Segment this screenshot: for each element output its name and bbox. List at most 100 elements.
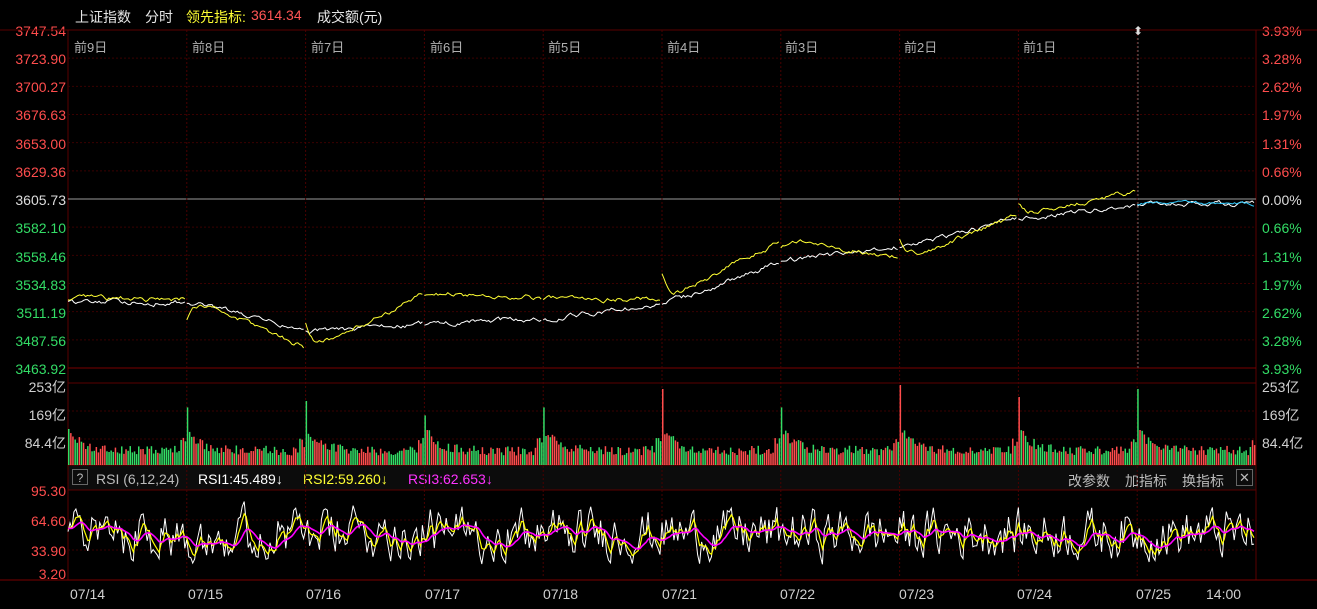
volume-bar — [927, 450, 929, 465]
volume-bar — [286, 454, 288, 465]
period-mode[interactable]: 分时 — [145, 9, 173, 25]
volume-bar — [517, 446, 520, 465]
change-params-button[interactable]: 改参数 — [1068, 473, 1110, 489]
volume-bar — [647, 449, 649, 465]
volume-bar — [920, 444, 923, 465]
volume-bar — [1060, 451, 1063, 465]
volume-tick: 169亿 — [1262, 407, 1300, 423]
volume-bar — [384, 451, 386, 465]
volume-bar — [1156, 445, 1158, 465]
volume-bar — [734, 453, 736, 465]
volume-bar — [114, 447, 117, 465]
volume-bar — [205, 443, 208, 465]
rsi-title[interactable]: RSI (6,12,24) — [96, 471, 180, 487]
volume-bar — [952, 447, 955, 465]
volume-bar — [933, 451, 935, 465]
volume-bar — [935, 453, 938, 465]
leading-line — [186, 304, 305, 349]
volume-bar — [918, 442, 921, 465]
volume-bar — [242, 448, 244, 465]
volume-bar — [1203, 450, 1205, 465]
volume-bar — [1122, 451, 1124, 465]
volume-bar — [152, 453, 155, 465]
volume-bar — [1071, 453, 1073, 465]
volume-bar — [715, 450, 717, 465]
pct-tick: 2.62% — [1262, 305, 1302, 321]
volume-bar — [579, 444, 581, 465]
volume-bar — [165, 447, 168, 465]
volume-bar — [1147, 437, 1150, 465]
volume-bar — [861, 447, 863, 465]
volume-tick: 84.4亿 — [24, 435, 66, 451]
help-button[interactable]: ? — [72, 469, 88, 485]
volume-bar — [447, 443, 450, 465]
day-label: 前4日 — [667, 40, 701, 55]
index-name[interactable]: 上证指数 — [75, 9, 131, 25]
day-label: 前5日 — [548, 40, 582, 55]
volume-bar — [445, 450, 448, 465]
price-tick: 3676.63 — [15, 107, 66, 123]
volume-bar — [1243, 451, 1245, 465]
volume-bar — [1020, 430, 1022, 465]
volume-bar — [1239, 446, 1241, 465]
volume-bar — [1058, 450, 1061, 465]
volume-bar — [471, 450, 473, 465]
rsi-lines — [67, 501, 1255, 565]
volume-bar — [295, 448, 297, 465]
volume-bar — [131, 452, 134, 465]
volume-bar — [1041, 444, 1044, 465]
volume-bar — [776, 443, 779, 465]
volume-bar — [876, 449, 878, 465]
volume-bar — [1130, 441, 1133, 465]
date-label: 07/24 — [1017, 586, 1053, 602]
close-icon[interactable]: ✕ — [1236, 469, 1253, 486]
volume-bar — [375, 452, 378, 465]
volume-bar — [1247, 455, 1249, 465]
rsi1-line — [67, 501, 1255, 565]
volume-bar — [101, 445, 104, 465]
volume-bar — [97, 452, 100, 465]
volume-bar — [464, 454, 467, 465]
volume-bar — [297, 452, 299, 465]
volume-bar — [1026, 442, 1029, 465]
volume-bar — [1105, 450, 1107, 465]
volume-bar — [642, 446, 645, 465]
volume-bar — [632, 451, 634, 465]
volume-bar — [1050, 444, 1052, 465]
volume-bar — [278, 455, 280, 465]
volume-bar — [498, 448, 501, 465]
volume-bar — [1173, 445, 1175, 465]
volume-bar — [456, 444, 458, 465]
volume-bar — [345, 449, 348, 465]
volume-bar — [708, 448, 711, 465]
crosshair-marker: ⬍ — [1133, 24, 1143, 368]
volume-bar — [76, 442, 78, 465]
volume-bar — [971, 450, 974, 465]
switch-indicator-button[interactable]: 换指标 — [1182, 473, 1224, 489]
volume-bar — [1249, 447, 1252, 465]
volume-bar — [893, 443, 895, 465]
volume-bar — [543, 407, 545, 465]
volume-bar — [74, 439, 76, 465]
volume-bar — [740, 450, 742, 465]
volume-bar — [324, 443, 327, 465]
volume-bar — [513, 451, 515, 465]
volume-bar — [426, 430, 428, 465]
volume-bar — [664, 434, 666, 465]
pct-tick: 0.00% — [1262, 192, 1302, 208]
volume-bar — [299, 438, 301, 465]
volume-bar — [271, 453, 274, 465]
volume-bar — [460, 447, 462, 465]
volume-bar — [1052, 452, 1054, 465]
volume-bar — [628, 447, 630, 465]
day-label: 前6日 — [430, 40, 464, 55]
volume-bar — [746, 454, 749, 465]
leading-line — [661, 241, 780, 296]
volume-bar — [596, 450, 598, 465]
volume-bar — [613, 454, 615, 465]
add-indicator-button[interactable]: 加指标 — [1125, 473, 1167, 489]
volume-bar — [515, 455, 518, 465]
index-line — [424, 316, 542, 327]
volume-bar — [1113, 450, 1116, 465]
